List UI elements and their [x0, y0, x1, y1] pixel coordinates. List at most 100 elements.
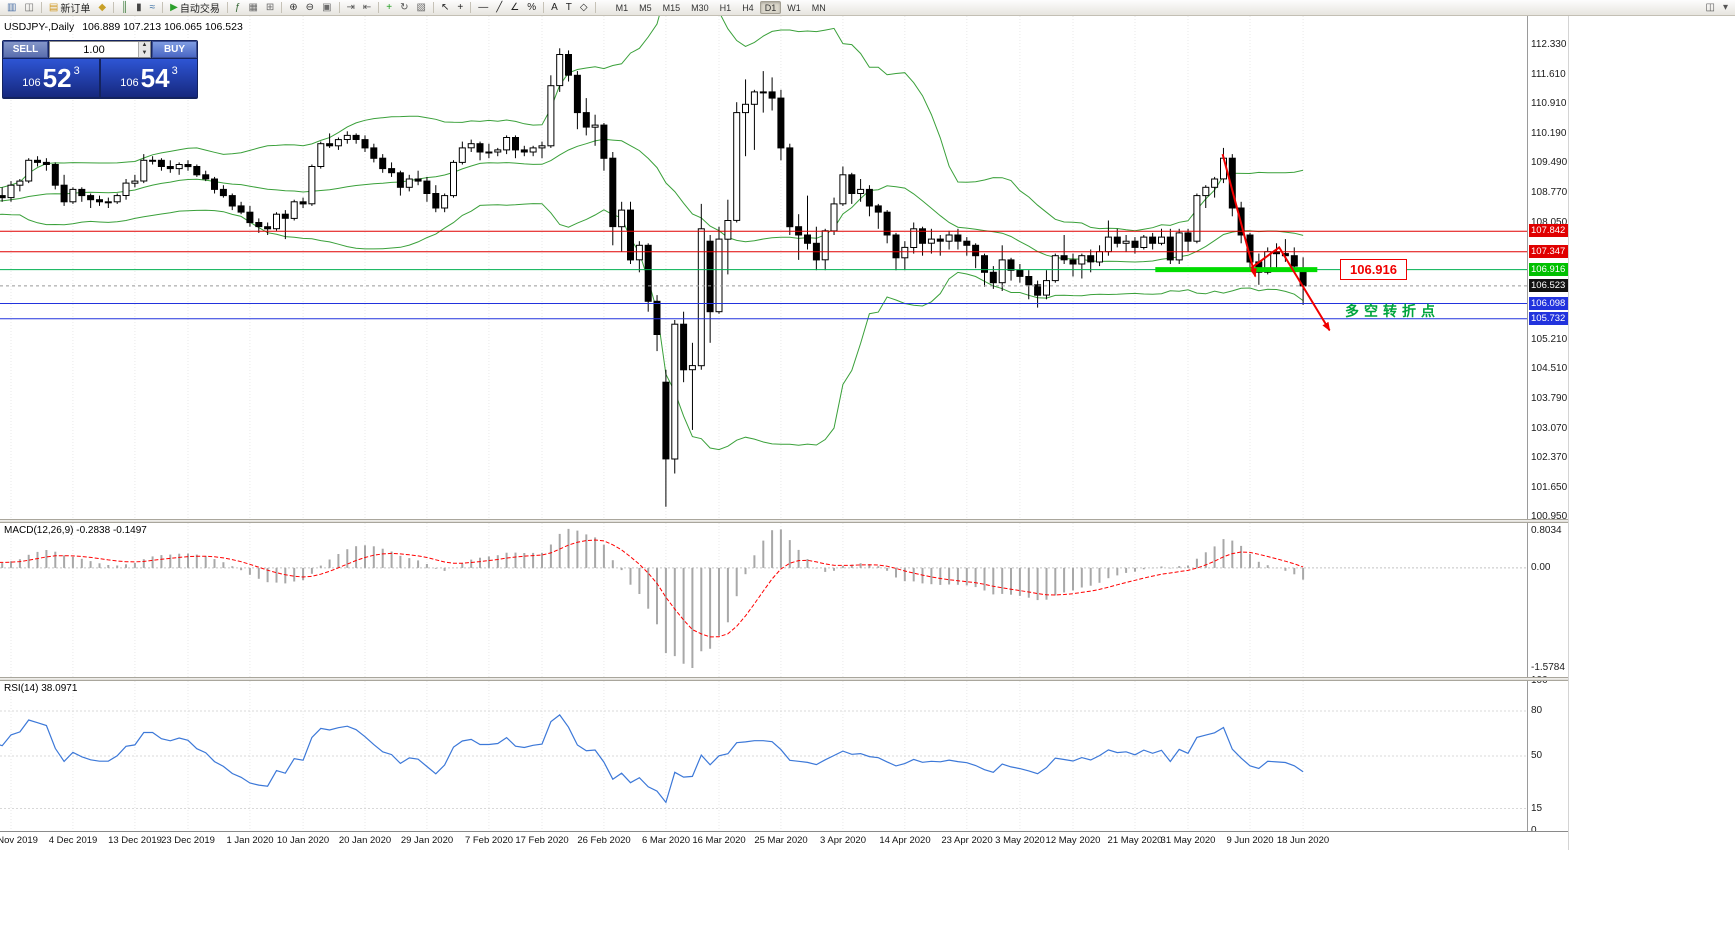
refresh-icon[interactable]: ↻ — [396, 1, 412, 15]
timeframe-button-h4[interactable]: H4 — [742, 2, 754, 13]
price-badge: 106.098 — [1529, 297, 1568, 310]
crosshair-icon: + — [457, 1, 464, 13]
macd-indicator-label: MACD(12,26,9) -0.2838 -0.1497 — [4, 525, 147, 536]
volume-input[interactable] — [50, 42, 138, 57]
price-axis-label: 103.790 — [1531, 393, 1568, 404]
pane-splitter[interactable] — [0, 519, 1568, 523]
date-label: 6 Mar 2020 — [641, 835, 691, 846]
price-axis-label: 108.050 — [1531, 217, 1568, 228]
line-chart-icon[interactable]: ≈ — [146, 1, 160, 15]
date-label: 16 Mar 2020 — [692, 835, 746, 846]
profiles-icon[interactable]: ◫ — [20, 1, 37, 15]
timeframe-button-h1[interactable]: H1 — [719, 2, 732, 13]
trendline-icon[interactable]: ╱ — [492, 1, 506, 15]
timeframe-button-w1[interactable]: W1 — [787, 2, 801, 13]
templates-icon: ▧ — [416, 1, 426, 13]
rsi-pane-canvas[interactable] — [0, 681, 1527, 831]
autotrade-button-label: 自动交易 — [179, 4, 220, 15]
symbol-info: USDJPY-,Daily 106.889 107.213 106.065 106… — [4, 21, 243, 33]
objects-list-icon[interactable]: ⊞ — [262, 1, 278, 15]
date-label: 31 May 2020 — [1160, 835, 1216, 846]
text-label-icon[interactable]: T — [562, 1, 576, 15]
price-badge: 105.732 — [1529, 312, 1568, 325]
horizontal-line-icon[interactable]: — — [474, 1, 492, 15]
new-order-icon: ▤ — [48, 1, 59, 13]
price-level-label[interactable]: 106.916 — [1340, 259, 1407, 280]
timeframe-button-m5[interactable]: M5 — [639, 2, 652, 13]
toolbar-separator — [162, 2, 164, 13]
sell-button[interactable]: SELL — [3, 41, 48, 58]
price-axis[interactable]: 112.330 111.610 110.910 110.190 109.490 108.7… — [1527, 16, 1568, 836]
fibonacci-icon: % — [527, 1, 537, 13]
date-label: 12 May 2020 — [1045, 835, 1101, 846]
turning-point-note[interactable]: 多空转折点 — [1345, 303, 1440, 319]
indicators-icon: ƒ — [234, 1, 241, 13]
chart-window-icon[interactable]: ▥ — [3, 1, 20, 15]
tile-windows-icon[interactable]: ▣ — [318, 1, 335, 15]
date-label: 1 Jan 2020 — [226, 835, 274, 846]
price-axis-label: 101.650 — [1531, 482, 1568, 493]
volume-up-icon[interactable]: ▲ — [138, 42, 150, 50]
date-label: 17 Feb 2020 — [515, 835, 569, 846]
macd-pane-canvas[interactable] — [0, 523, 1527, 677]
toolbar-options-icon[interactable]: ▾ — [1719, 1, 1732, 15]
buy-price-sup: 3 — [171, 65, 178, 77]
chart-shift-icon: ⇤ — [362, 1, 372, 13]
one-click-trading-panel: SELL ▲ ▼ BUY 106 52 3 106 54 3 — [2, 40, 198, 99]
timeframe-button-m15[interactable]: M15 — [662, 2, 681, 13]
channel-icon: ∠ — [510, 1, 520, 13]
timeframe-button-d1[interactable]: D1 — [759, 1, 782, 14]
line-chart-icon: ≈ — [149, 1, 156, 13]
buy-price-display[interactable]: 106 54 3 — [101, 59, 197, 97]
chart-window[interactable]: 112.330 111.610 110.910 110.190 109.490 108.7… — [0, 16, 1568, 850]
rsi-axis-label: 50 — [1531, 750, 1543, 761]
timeframe-button-m1[interactable]: M1 — [615, 2, 629, 13]
pane-splitter[interactable] — [0, 677, 1568, 681]
rsi-axis-label: 80 — [1531, 705, 1543, 716]
shapes-icon[interactable]: ◇ — [576, 1, 592, 15]
toolbar-separator — [113, 2, 115, 13]
volume-spinner: ▲ ▼ — [138, 42, 150, 57]
toolbar-separator — [40, 2, 42, 13]
price-chart-canvas[interactable] — [0, 16, 1527, 519]
buy-button[interactable]: BUY — [152, 41, 197, 58]
templates-icon[interactable]: ▧ — [413, 1, 430, 15]
price-axis-label: 110.910 — [1531, 98, 1567, 109]
text-icon[interactable]: A — [547, 1, 562, 15]
add-symbol-icon[interactable]: + — [382, 1, 396, 15]
candlestick-chart-icon[interactable]: ▮ — [132, 1, 146, 15]
zoom-out-icon[interactable]: ⊖ — [302, 1, 318, 15]
channel-icon[interactable]: ∠ — [506, 1, 523, 15]
price-axis-label: 103.070 — [1531, 423, 1568, 434]
date-label: 25 Mar 2020 — [754, 835, 808, 846]
zoom-in-icon: ⊕ — [289, 1, 298, 13]
bar-chart-icon[interactable]: ║ — [117, 1, 132, 15]
indicator-windows-icon[interactable]: ▦ — [244, 1, 261, 15]
cursor-icon[interactable]: ↖ — [437, 1, 453, 15]
auto-scroll-icon[interactable]: ⇥ — [343, 1, 359, 15]
window-menu-icon[interactable]: ◫ — [1702, 1, 1719, 15]
date-label: 7 Feb 2020 — [464, 835, 514, 846]
price-axis-label: 105.210 — [1531, 334, 1568, 345]
indicators-icon[interactable]: ƒ — [231, 1, 245, 15]
sell-price-display[interactable]: 106 52 3 — [3, 59, 99, 97]
zoom-in-icon[interactable]: ⊕ — [285, 1, 301, 15]
price-axis-label: 110.190 — [1531, 128, 1567, 139]
crosshair-icon[interactable]: + — [453, 1, 467, 15]
metaeditor-icon[interactable]: ◆ — [94, 1, 110, 15]
date-label: 21 May 2020 — [1107, 835, 1163, 846]
volume-down-icon[interactable]: ▼ — [138, 49, 150, 57]
trendline-icon: ╱ — [496, 1, 503, 13]
chart-shift-icon[interactable]: ⇤ — [359, 1, 375, 15]
date-label: 14 Apr 2020 — [879, 835, 931, 846]
timeframe-button-m30[interactable]: M30 — [691, 2, 709, 13]
toolbar-separator — [338, 2, 340, 13]
autotrade-button[interactable]: ▶ 自动交易 — [166, 1, 224, 15]
timeframe-button-mn[interactable]: MN — [811, 2, 826, 13]
new-order-button[interactable]: ▤ 新订单 — [45, 1, 94, 15]
date-label: 13 Dec 2019 — [108, 835, 162, 846]
symbol-ohlc: 106.889 107.213 106.065 106.523 — [82, 21, 243, 33]
fibonacci-icon[interactable]: % — [523, 1, 540, 15]
price-axis-label: 109.490 — [1531, 157, 1568, 168]
